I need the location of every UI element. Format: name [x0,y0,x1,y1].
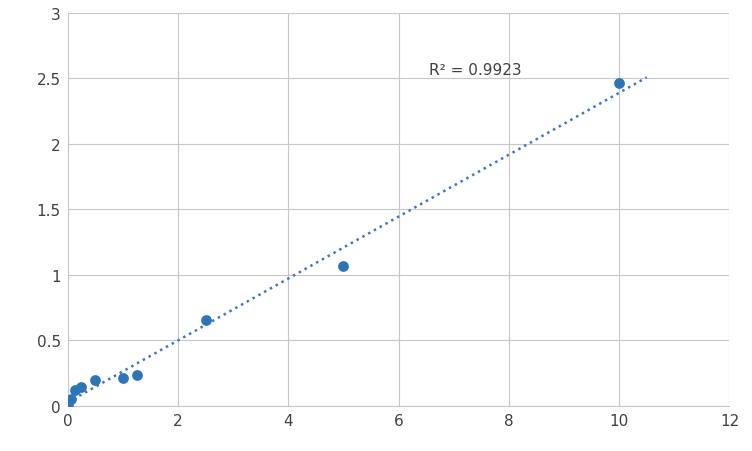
Text: R² = 0.9923: R² = 0.9923 [429,63,522,78]
Point [89,377,102,384]
Point [117,374,129,382]
Point [613,81,625,88]
Point [68,387,80,394]
Point [199,317,211,324]
Point [65,396,77,403]
Point [131,372,143,379]
Point [62,401,74,408]
Point [75,383,87,391]
Point [338,263,350,270]
